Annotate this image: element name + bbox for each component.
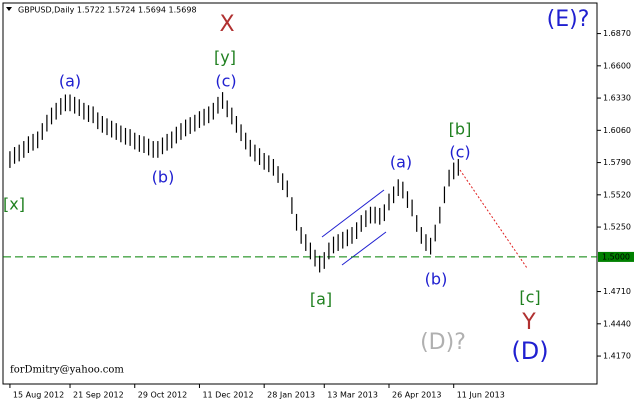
wave-label: (a) xyxy=(59,72,81,91)
wave-label: [a] xyxy=(310,290,332,309)
wave-label: (E)? xyxy=(547,7,590,32)
x-tick-label: 29 Oct 2012 xyxy=(138,391,187,400)
x-tick-label: 11 Jun 2013 xyxy=(457,391,505,400)
y-tick-label: 1.6330 xyxy=(603,94,631,103)
wave-label: Y xyxy=(521,310,536,335)
x-tick-label: 15 Aug 2012 xyxy=(13,391,64,400)
wave-label: [y] xyxy=(214,48,236,67)
footer: forDmitry@yahoo.com xyxy=(10,365,124,376)
x-tick-label: 26 Apr 2013 xyxy=(392,391,441,400)
y-tick-label: 1.5790 xyxy=(603,158,631,167)
wave-label: (D) xyxy=(511,337,548,365)
channel-line xyxy=(321,189,385,238)
wave-label: (c) xyxy=(215,72,236,91)
y-tick-label: 1.6870 xyxy=(603,29,631,38)
x-tick-label: 28 Jan 2013 xyxy=(267,391,315,400)
y-tick-label: 1.4440 xyxy=(603,319,631,328)
y-tick-label: 1.6600 xyxy=(603,61,631,70)
chart-header: GBPUSD,Daily 1.5722 1.5724 1.5694 1.5698 xyxy=(18,6,197,15)
plot-frame xyxy=(2,2,598,385)
x-tick-label: 11 Dec 2012 xyxy=(202,391,253,400)
level-label: 1.5000 xyxy=(602,252,630,261)
x-tick-label: 21 Sep 2012 xyxy=(73,391,124,400)
wave-label: [x] xyxy=(3,195,25,214)
channel-line xyxy=(341,231,387,266)
y-tick-label: 1.4710 xyxy=(603,287,631,296)
menu-arrow xyxy=(6,7,12,11)
wave-label: (a) xyxy=(390,153,412,172)
y-tick-label: 1.5520 xyxy=(603,190,631,199)
y-tick-label: 1.4170 xyxy=(603,352,631,361)
wave-label: X xyxy=(219,12,234,37)
y-tick-label: 1.6060 xyxy=(603,126,631,135)
wave-label: [b] xyxy=(449,120,472,139)
y-tick-label: 1.5250 xyxy=(603,223,631,232)
level-badge xyxy=(598,251,634,262)
wave-label: (b) xyxy=(152,168,175,187)
wave-label: (D)? xyxy=(420,330,466,355)
wave-label: (b) xyxy=(425,270,448,289)
wave-label: (c) xyxy=(449,143,470,162)
x-tick-label: 13 Mar 2013 xyxy=(327,391,378,400)
wave-label: [c] xyxy=(519,288,540,307)
